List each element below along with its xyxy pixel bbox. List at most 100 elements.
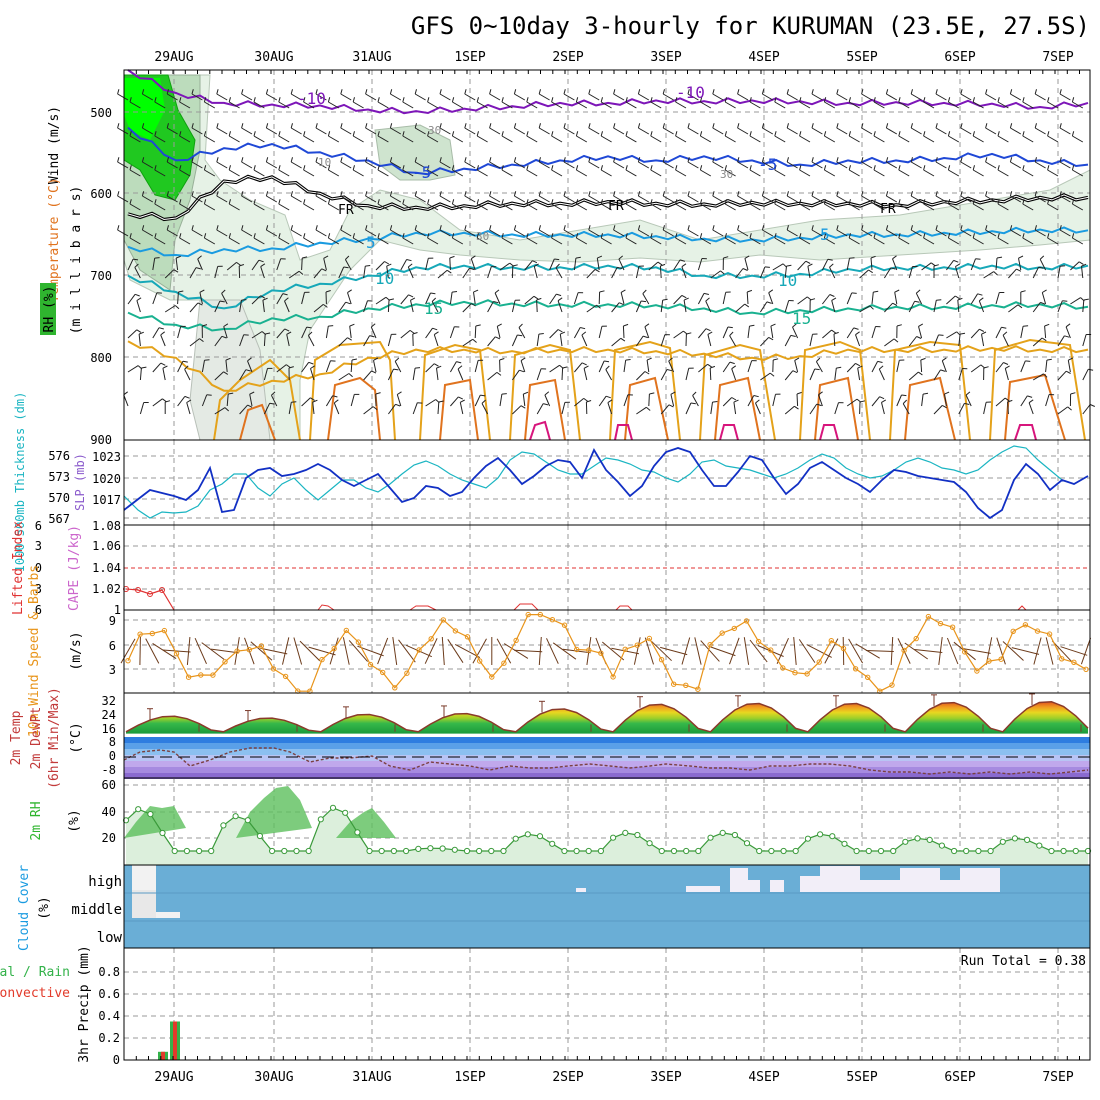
ylabel-lifted-index: Lifted Index [11, 521, 26, 615]
wind-barb [768, 292, 774, 305]
wind-barb [387, 334, 392, 347]
wind-barb [278, 101, 290, 109]
li-grid [124, 525, 1090, 610]
wind-barb-flag [1059, 89, 1062, 95]
wind-barb [464, 93, 476, 101]
wind-barb [833, 333, 836, 347]
wind-barb [412, 368, 416, 381]
wind-barb [427, 169, 439, 177]
label-fr: FR [880, 202, 896, 217]
wind-barb-flag [439, 191, 442, 197]
ylabel-cloud-unit: (%) [37, 896, 52, 919]
wind-barb-flag [623, 323, 629, 327]
wind-barb-flag [538, 157, 541, 163]
wind-barb-10m [601, 641, 625, 661]
wind-barb-flag [451, 199, 455, 205]
wind-barb [920, 359, 923, 373]
wind-barb-flag [600, 233, 603, 239]
rh-point [366, 847, 373, 855]
wind-barb [1044, 325, 1047, 339]
wind-barb [611, 267, 618, 279]
wind-barb [737, 93, 749, 101]
wind-barb [1047, 169, 1059, 177]
ylabel-cape: CAPE (J/kg) [67, 525, 82, 611]
wind-speed-point [161, 627, 168, 634]
wind-barb-flag [1071, 199, 1075, 205]
wind-barb [675, 169, 687, 177]
wind-barb [774, 135, 786, 143]
wind-barb-flag [551, 131, 554, 137]
wind-barb [625, 203, 637, 211]
wind-barb-flag [737, 191, 740, 197]
wind-barb [861, 93, 873, 101]
wind-barb-flag [538, 225, 541, 231]
wind-barb [117, 229, 129, 237]
wind-barb-10m [441, 636, 445, 666]
wind-barb [303, 169, 315, 177]
rh-point [817, 831, 824, 838]
wind-barb-flag [877, 360, 883, 363]
wind-barb-flag [241, 299, 247, 301]
wind-barb-flag [737, 225, 740, 231]
wind-barb-flag [588, 123, 591, 129]
wind-barb-flag [588, 157, 591, 163]
wind-barb [152, 327, 160, 339]
wind-tick: 6 [109, 639, 116, 653]
wind-barb [260, 266, 265, 279]
rh-point [183, 847, 190, 855]
wind-barb-flag [1059, 123, 1062, 129]
wind-barb [749, 135, 761, 143]
wind-barb [902, 403, 910, 415]
wind-barb [290, 127, 302, 135]
wind-barb [687, 229, 699, 237]
wind-barb-flag [848, 165, 851, 171]
band [124, 749, 1090, 755]
wind-barb-flag [133, 258, 139, 261]
wind-barb [154, 135, 166, 143]
wind-barb-10m [152, 642, 177, 660]
wind-barb-flag [617, 266, 623, 269]
wind-barb [746, 291, 749, 305]
lifted-index-panel: 6 3 0 3 6 1.08 1.06 1.04 1.02 1 Lifted I… [11, 519, 1091, 617]
contour-labels: -10 -10 -5 -5 FR FR FR 5 5 10 10 15 15 1… [297, 83, 896, 328]
rh-point [853, 847, 860, 855]
wind-barb [821, 259, 829, 271]
wind-barb [923, 101, 935, 109]
wind-barb [581, 334, 588, 347]
wind-barb [524, 260, 533, 271]
wind-barb-flag [536, 297, 542, 301]
wind-barb-flag [935, 225, 938, 231]
wind-barb-flag [431, 297, 437, 302]
wind-barb [898, 135, 910, 143]
wind-barb-flag [278, 97, 281, 103]
wind-barb [216, 93, 228, 101]
wind-barb [700, 237, 712, 245]
wind-barb [154, 169, 166, 177]
wind-barb-flag [191, 89, 194, 95]
wind-barb [266, 127, 278, 135]
wind-barb-flag [575, 256, 581, 259]
wind-barb [142, 229, 154, 237]
wind-barb [396, 394, 402, 407]
rh-point [512, 835, 519, 842]
wind-barb-flag [451, 233, 455, 239]
label-plus5: 5 [820, 225, 830, 244]
wind-barb-flag [206, 394, 212, 396]
wind-barb-flag [885, 89, 889, 95]
wind-barb [288, 270, 300, 279]
wind-barb [340, 229, 352, 237]
wind-barb-flag [786, 89, 789, 95]
wind-barb [216, 161, 228, 169]
wind-barb-flag [389, 123, 393, 129]
wind-barb-flag [303, 131, 306, 137]
wind-barb [223, 326, 228, 339]
wind-barb-flag [446, 269, 452, 274]
wind-barb [749, 203, 761, 211]
wind-barb [328, 203, 340, 211]
wind-barb [414, 127, 426, 135]
wind-barb-flag [221, 289, 226, 294]
wind-speed-point [634, 642, 640, 648]
wind-barb [253, 135, 265, 143]
wind-barb-flag [1016, 268, 1022, 272]
wind-barb-flag [526, 131, 529, 137]
